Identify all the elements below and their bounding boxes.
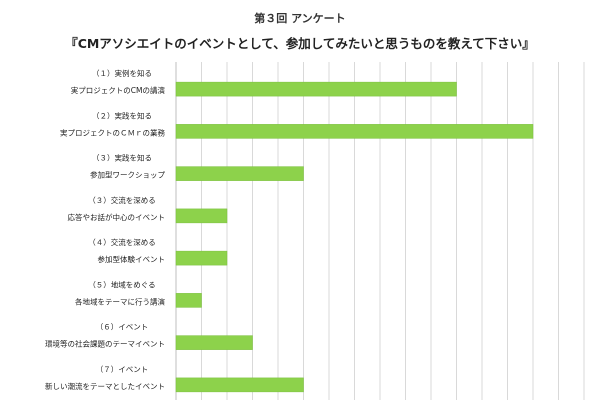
chart-supertitle: 第３回 アンケート xyxy=(254,11,345,25)
gridlines xyxy=(175,62,585,400)
bar xyxy=(175,208,228,224)
category-label-line2: 応答やお話が中心のイベント xyxy=(68,212,166,222)
bar xyxy=(175,250,228,266)
category-label-line1: （３）実践を知る xyxy=(92,153,152,163)
category-label-line1: （７）イベント xyxy=(96,365,149,374)
category-label-line1: （５）地域をめぐる xyxy=(88,279,155,289)
bar xyxy=(175,377,304,393)
category-label-line2: 実プロジェクトのCMの講演 xyxy=(71,85,166,95)
category-label-line2: 新しい潮流をテーマとしたイベント xyxy=(45,381,165,391)
category-label-line1: （４）交流を深める xyxy=(88,237,156,247)
category-label-line2: 環境等の社会課題のテーマイベント xyxy=(45,339,165,349)
category-label-line2: 実プロジェクトのＣＭｒの業務 xyxy=(60,127,165,137)
category-label-line1: （６）イベント xyxy=(96,323,149,332)
category-label-line1: （２）実践を知る xyxy=(92,110,152,120)
category-label-line2: 参加型ワークショップ xyxy=(90,170,165,180)
bar xyxy=(175,166,304,181)
bar xyxy=(175,81,457,97)
bar xyxy=(175,293,202,308)
bar xyxy=(175,124,534,139)
category-label-line2: 参加型体験イベント xyxy=(98,254,166,264)
category-label-line2: 各地域をテーマに行う講演 xyxy=(75,296,165,306)
bar xyxy=(175,335,253,350)
category-label-line1: （３）交流を深める xyxy=(88,195,156,205)
chart-title: 『CMアソシエイトのイベントとして、参加してみたいと思うものを教えて下さい』 xyxy=(65,36,535,51)
bars xyxy=(175,81,534,393)
category-label-line1: （１）実例を知る xyxy=(92,68,152,78)
